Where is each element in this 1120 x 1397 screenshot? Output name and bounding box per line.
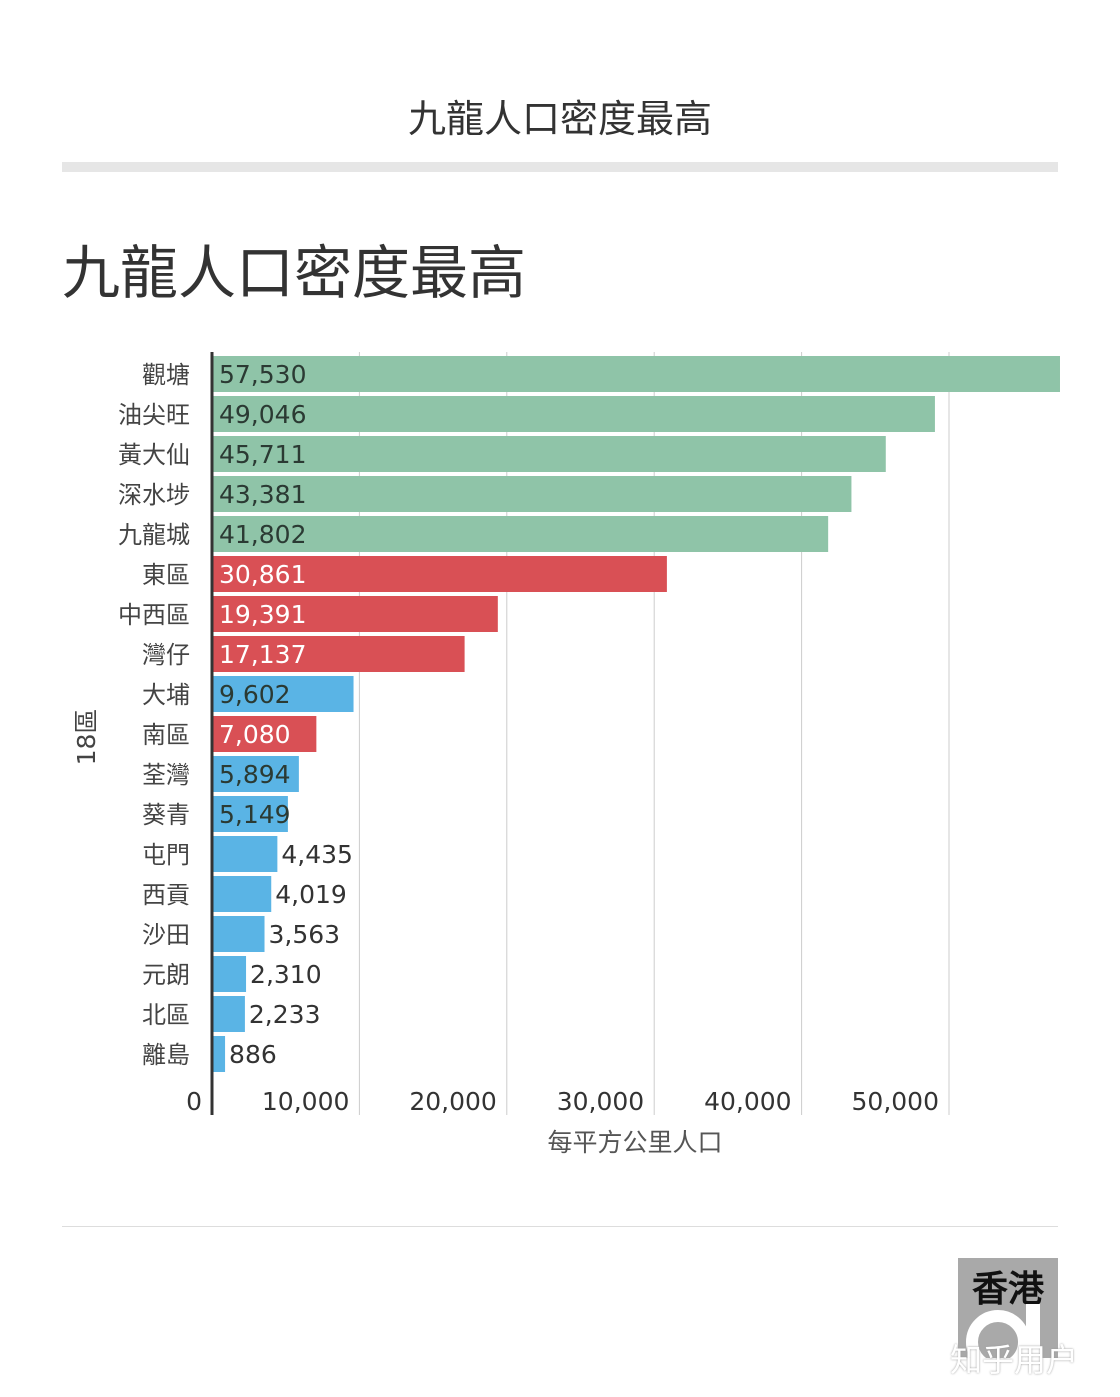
data-label: 4,019 — [275, 880, 347, 909]
data-label: 7,080 — [219, 720, 291, 749]
x-tick-label: 30,000 — [557, 1087, 644, 1116]
x-tick-label: 10,000 — [262, 1087, 349, 1116]
bar — [212, 676, 354, 712]
data-label: 43,381 — [219, 480, 306, 509]
category-label: 中西區 — [118, 601, 190, 629]
bar — [212, 1036, 226, 1072]
category-label: 觀塘 — [142, 361, 190, 389]
data-label: 49,046 — [219, 400, 306, 429]
watermark: 知乎用户 — [950, 1341, 1079, 1379]
logo-text: 香港 — [971, 1269, 1044, 1310]
bar — [212, 876, 272, 912]
bar — [212, 996, 245, 1032]
bar — [212, 836, 278, 872]
data-label: 57,530 — [219, 360, 306, 389]
category-label: 大埔 — [142, 681, 190, 709]
data-label: 30,861 — [219, 560, 306, 589]
category-label: 油尖旺 — [118, 401, 190, 429]
category-label: 荃灣 — [142, 761, 190, 789]
data-label: 17,137 — [219, 640, 306, 669]
category-label: 南區 — [142, 721, 190, 749]
category-label: 離島 — [142, 1041, 190, 1069]
data-label: 5,149 — [219, 800, 291, 829]
category-label: 西貢 — [142, 881, 190, 909]
data-label: 41,802 — [219, 520, 306, 549]
bar — [212, 716, 317, 752]
data-label: 2,233 — [249, 1000, 321, 1029]
data-label: 2,310 — [250, 960, 322, 989]
bar — [212, 556, 667, 592]
bar — [212, 636, 465, 672]
data-label: 9,602 — [219, 680, 291, 709]
divider — [62, 1226, 1058, 1227]
bar — [212, 756, 299, 792]
category-label: 九龍城 — [118, 521, 190, 549]
category-label: 元朗 — [142, 961, 190, 989]
bar — [212, 356, 1060, 392]
chart-title: 九龍人口密度最高 — [62, 239, 527, 307]
x-axis-title: 每平方公里人口 — [547, 1128, 722, 1157]
category-label: 屯門 — [142, 841, 190, 869]
category-label: 葵青 — [142, 801, 190, 829]
x-tick-label: 50,000 — [852, 1087, 939, 1116]
data-label: 45,711 — [219, 440, 306, 469]
data-label: 4,435 — [281, 840, 353, 869]
category-label: 北區 — [142, 1001, 190, 1029]
bar — [212, 476, 852, 512]
divider — [62, 162, 1058, 172]
x-tick-label: 0 — [186, 1087, 202, 1116]
category-label: 黃大仙 — [118, 441, 190, 469]
category-label: 深水埗 — [118, 481, 190, 509]
y-axis-title: 18區 — [72, 709, 101, 766]
category-label: 沙田 — [142, 921, 190, 949]
bar — [212, 916, 265, 952]
bar — [212, 956, 247, 992]
data-label: 19,391 — [219, 600, 306, 629]
data-label: 886 — [229, 1040, 277, 1069]
data-label: 5,894 — [219, 760, 291, 789]
logo-one — [1026, 1304, 1040, 1358]
bar — [212, 796, 288, 832]
header-title: 九龍人口密度最高 — [407, 97, 712, 141]
bar — [212, 516, 829, 552]
bar — [212, 436, 886, 472]
bar — [212, 396, 935, 432]
category-label: 東區 — [142, 561, 190, 589]
bar — [212, 596, 498, 632]
data-label: 3,563 — [269, 920, 341, 949]
x-tick-label: 40,000 — [704, 1087, 791, 1116]
x-tick-label: 20,000 — [409, 1087, 496, 1116]
category-label: 灣仔 — [142, 641, 190, 669]
